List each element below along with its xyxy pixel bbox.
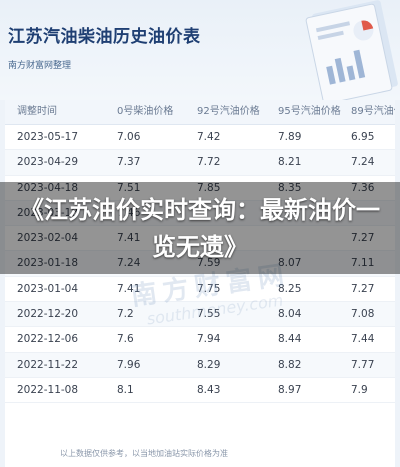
cell-gas-95: 8.25 xyxy=(278,282,302,295)
table-row: 2023-05-17 7.06 7.42 7.89 6.95 xyxy=(5,125,395,151)
page-title: 江苏汽油柴油历史油价表 xyxy=(8,27,201,47)
cell-gas-92: 7.59 xyxy=(197,257,221,270)
cell-gas-92: 7.55 xyxy=(197,308,221,321)
cell-date: 2022-12-06 xyxy=(17,333,79,346)
cell-gas-92: 7.94 xyxy=(197,333,221,346)
table-header-row: 调整时间 0号柴油价格 92号汽油价格 95号汽油价格 89号汽油价格 xyxy=(5,100,395,125)
column-header-diesel-0: 0号柴油价格 xyxy=(117,106,174,117)
table-row: 2023-04-18 7.51 7.85 8.35 7.36 xyxy=(5,176,395,201)
table-row: 2022-12-20 7.2 7.55 8.04 7.08 xyxy=(5,302,395,328)
cell-diesel-0: 7.41 xyxy=(117,232,141,245)
cell-gas-89: 7.27 xyxy=(351,282,375,295)
cell-diesel-0: 7.96 xyxy=(117,358,141,371)
cell-gas-95: 8.82 xyxy=(278,358,302,371)
table-row: 2023-03-18 7.46 xyxy=(5,200,395,227)
document-chart-illustration-icon xyxy=(305,0,398,100)
table-row: 2023-01-04 7.41 7.75 8.25 7.27 xyxy=(5,277,395,303)
cell-date: 2022-11-08 xyxy=(17,383,79,396)
cell-date: 2022-12-20 xyxy=(17,308,79,321)
column-header-gas-89: 89号汽油价格 xyxy=(351,106,395,117)
cell-gas-89: 7.77 xyxy=(351,358,375,371)
cell-gas-89: 6.95 xyxy=(351,131,375,143)
table-row: 2023-04-29 7.37 7.72 8.21 7.24 xyxy=(5,150,395,176)
cell-diesel-0: 7.24 xyxy=(117,257,141,270)
cell-date: 2023-01-18 xyxy=(17,257,79,270)
cell-date: 2023-04-29 xyxy=(17,156,79,169)
cell-date: 2023-03-18 xyxy=(17,206,79,219)
cell-gas-92: 7.75 xyxy=(197,282,221,295)
cell-gas-92: 7.72 xyxy=(197,156,221,169)
cell-diesel-0: 7.37 xyxy=(117,156,141,169)
cell-date: 2022-11-22 xyxy=(17,358,79,371)
cell-gas-95: 8.21 xyxy=(278,156,302,169)
table-row: 2022-12-06 7.6 7.94 8.44 7.44 xyxy=(5,327,395,353)
cell-gas-92: 7.42 xyxy=(197,131,221,143)
cell-gas-95: 8.35 xyxy=(278,181,302,194)
footer-note: 以上数据仅供参考，以当地加油站实际价格为准 xyxy=(60,449,228,458)
cell-date: 2023-01-04 xyxy=(17,282,79,295)
cell-gas-95: 8.97 xyxy=(278,383,302,396)
cell-gas-95: 7.89 xyxy=(278,131,302,143)
cell-gas-89: 7.08 xyxy=(351,308,375,321)
headline-title: 《江苏油价实时查询：最新油价一览无遗》 xyxy=(20,196,380,261)
headline-overlay: 《江苏油价实时查询：最新油价一览无遗》 xyxy=(0,182,400,274)
cell-diesel-0: 7.41 xyxy=(117,282,141,295)
table-row: 2023-02-04 7.41 7.27 xyxy=(5,226,395,252)
table-row: 2022-11-08 8.1 8.43 8.97 7.9 xyxy=(5,378,395,404)
cell-gas-89: 7.27 xyxy=(351,232,375,245)
column-header-gas-95: 95号汽油价格 xyxy=(278,106,341,117)
cell-gas-89: 7.24 xyxy=(351,156,375,169)
cell-gas-92: 8.29 xyxy=(197,358,221,371)
cell-diesel-0: 7.46 xyxy=(117,206,141,219)
cell-gas-89: 7.44 xyxy=(351,333,375,346)
cell-gas-95: 8.04 xyxy=(278,308,302,321)
cell-diesel-0: 7.2 xyxy=(117,308,134,321)
cell-gas-89: 7.11 xyxy=(351,257,375,270)
column-header-gas-92: 92号汽油价格 xyxy=(197,106,260,117)
table-body: 2023-05-17 7.06 7.42 7.89 6.95 2023-04-29 7.37… xyxy=(5,125,395,404)
cell-diesel-0: 8.1 xyxy=(117,383,134,396)
source-label: 南方财富网整理 xyxy=(8,61,72,71)
cell-diesel-0: 7.6 xyxy=(117,333,134,346)
column-header-date: 调整时间 xyxy=(17,106,57,117)
table-row: 2022-11-22 7.96 8.29 8.82 7.77 xyxy=(5,352,395,378)
cell-date: 2023-05-17 xyxy=(17,131,79,143)
cell-gas-92: 7.85 xyxy=(197,181,221,194)
price-table: 调整时间 0号柴油价格 92号汽油价格 95号汽油价格 89号汽油价格 2023… xyxy=(5,100,395,467)
cell-gas-95: 8.07 xyxy=(278,257,302,270)
cell-diesel-0: 7.06 xyxy=(117,131,141,143)
cell-gas-95: 8.44 xyxy=(278,333,302,346)
table-row: 2023-01-18 7.24 7.59 8.07 7.11 xyxy=(5,251,395,277)
cell-gas-89: 7.9 xyxy=(351,383,368,396)
cell-date: 2023-04-18 xyxy=(17,181,79,194)
cell-gas-92: 8.43 xyxy=(197,383,221,396)
header-banner: 江苏汽油柴油历史油价表 南方财富网整理 xyxy=(0,0,400,100)
cell-diesel-0: 7.51 xyxy=(117,181,141,194)
cell-date: 2023-02-04 xyxy=(17,232,79,245)
cell-gas-89: 7.36 xyxy=(351,181,375,194)
